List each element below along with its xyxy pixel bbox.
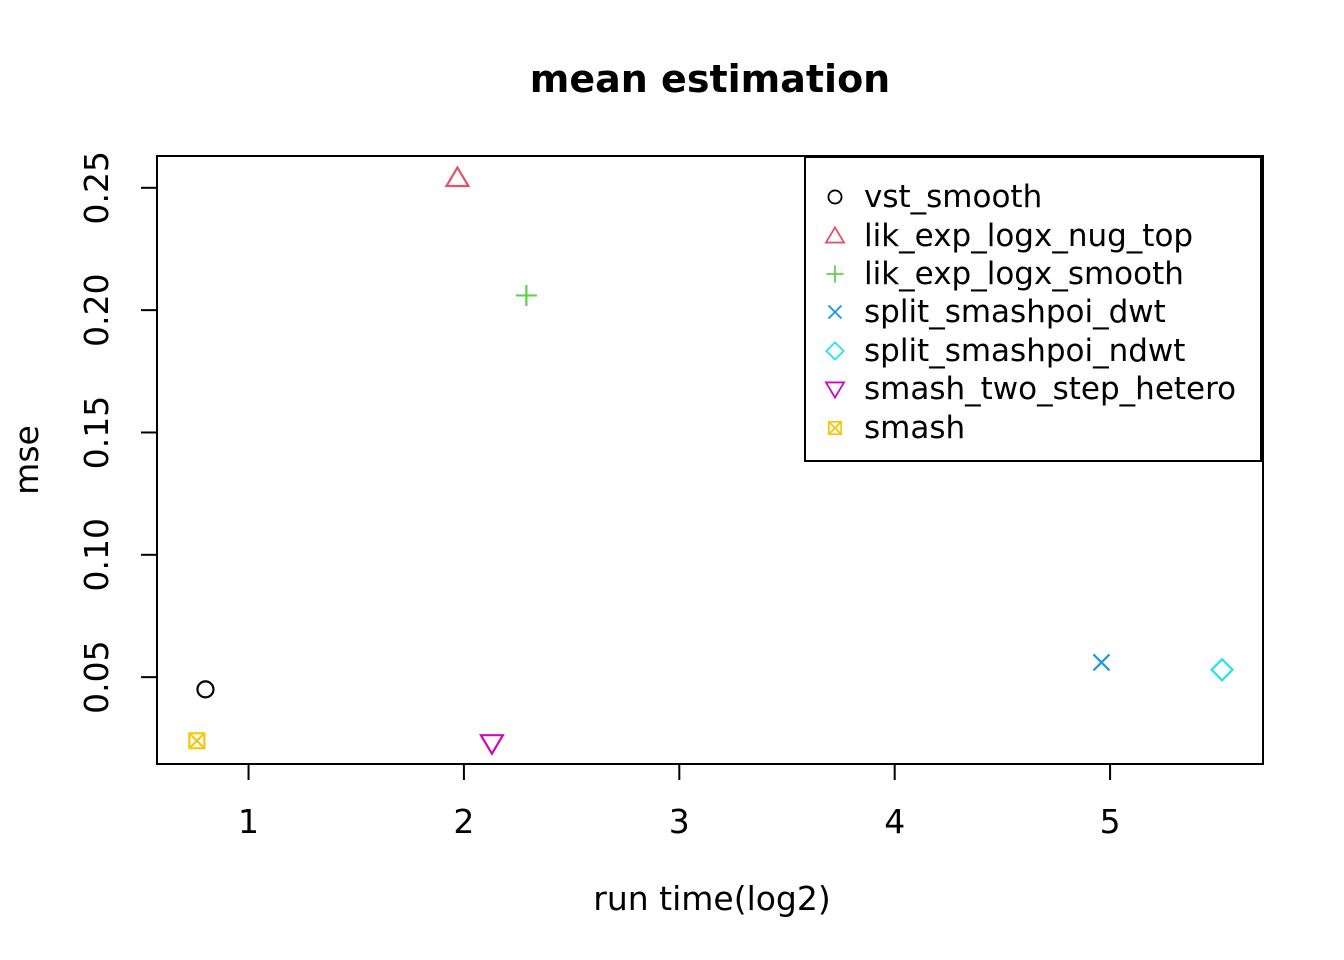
legend-item-label: lik_exp_logx_nug_top — [864, 217, 1194, 254]
y-axis-ticks: 0.05 0.10 0.15 0.20 0.25 — [77, 151, 157, 714]
marker-lik_exp_logx_nug_top — [444, 165, 471, 188]
plot-box — [156, 155, 1264, 765]
marker-split_smashpoi_ndwt — [1210, 657, 1235, 682]
legend-item-split_smashpoi_ndwt: split_smashpoi_ndwt — [806, 332, 1260, 370]
legend-item-label: lik_exp_logx_smooth — [864, 255, 1184, 292]
marker-smash — [188, 732, 206, 750]
y-tick-label: 0.05 — [77, 640, 116, 713]
legend-item-label: smash — [864, 409, 966, 446]
data-points — [188, 165, 1235, 756]
y-axis-label: mse — [7, 425, 46, 495]
marker-smash_two_step_hetero — [478, 734, 505, 756]
y-tick-label: 0.25 — [77, 151, 116, 224]
x-axis-label: run time(log2) — [593, 879, 831, 918]
legend: vst_smooth lik_exp_logx_nug_top lik_exp_lo… — [804, 156, 1262, 462]
y-tick-label: 0.20 — [77, 273, 116, 346]
y-tick-label: 0.10 — [77, 518, 116, 591]
triangle-down-icon — [824, 381, 846, 400]
legend-item-split_smashpoi_dwt: split_smashpoi_dwt — [806, 293, 1260, 331]
plus-icon — [826, 265, 844, 283]
x-icon — [827, 305, 843, 320]
marker-split_smashpoi_dwt — [1092, 653, 1111, 672]
x-tick-label: 4 — [884, 802, 905, 841]
circle-icon — [827, 189, 843, 205]
x-tick-label: 3 — [669, 802, 690, 841]
diamond-icon — [825, 340, 845, 361]
marker-lik_exp_logx_smooth — [515, 284, 537, 306]
x-tick-label: 2 — [453, 802, 474, 841]
legend-item-label: split_smashpoi_ndwt — [864, 332, 1186, 369]
x-axis-ticks: 1 2 3 4 5 — [238, 764, 1121, 841]
legend-item-label: split_smashpoi_dwt — [864, 294, 1166, 331]
square-x-icon — [827, 420, 843, 435]
chart-title: mean estimation — [530, 57, 890, 101]
x-tick-label: 5 — [1100, 802, 1121, 841]
legend-item-lik_exp_logx_smooth: lik_exp_logx_smooth — [806, 255, 1260, 293]
legend-item-vst_smooth: vst_smooth — [806, 178, 1260, 216]
legend-item-lik_exp_logx_nug_top: lik_exp_logx_nug_top — [806, 216, 1260, 254]
marker-vst_smooth — [196, 680, 215, 699]
y-tick-label: 0.15 — [77, 396, 116, 469]
triangle-up-icon — [824, 225, 846, 244]
legend-item-label: smash_two_step_hetero — [864, 371, 1237, 408]
x-tick-label: 1 — [238, 802, 259, 841]
legend-item-label: vst_smooth — [864, 179, 1043, 216]
legend-item-smash: smash — [806, 408, 1260, 446]
legend-item-smash_two_step_hetero: smash_two_step_hetero — [806, 370, 1260, 408]
